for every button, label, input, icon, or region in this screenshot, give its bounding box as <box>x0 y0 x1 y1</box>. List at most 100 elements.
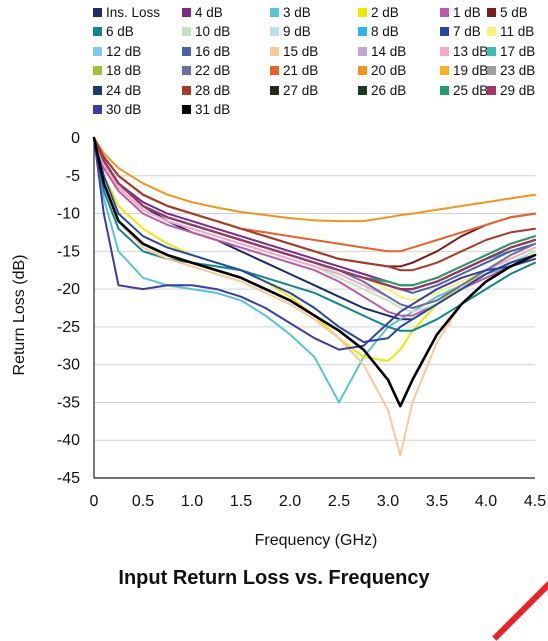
legend-label: 18 dB <box>106 63 142 78</box>
legend-item: 27 dB <box>270 82 318 98</box>
chart-plot: 0 -5 -10 -15 -20 -25 -30 -35 -40 -45 0 0.5 1.0 1.5 2.0… <box>57 130 546 510</box>
legend-item: 20 dB <box>358 63 406 79</box>
legend-swatch <box>440 27 449 36</box>
legend-label: 21 dB <box>283 63 319 78</box>
series-line-20-db <box>93 137 536 223</box>
legend-label: 16 dB <box>195 43 231 59</box>
legend-swatch <box>93 46 102 56</box>
legend-item: 9 dB <box>270 24 311 40</box>
legend-label: 23 dB <box>500 63 536 78</box>
legend-item: 6 dB <box>93 24 134 40</box>
x-tick-label-1: 0.5 <box>132 493 154 510</box>
legend-swatch <box>93 85 102 95</box>
legend-item: 21 dB <box>270 63 318 79</box>
y-tick-label-5: -25 <box>57 319 80 336</box>
legend-swatch <box>182 46 191 56</box>
legend-label: 3 dB <box>283 4 311 20</box>
x-tick-label-9: 4.5 <box>524 493 546 510</box>
legend-label: 27 dB <box>283 82 319 98</box>
x-tick-label-8: 4.0 <box>475 493 497 510</box>
legend-swatch <box>440 66 449 75</box>
legend-item: 16 dB <box>182 43 230 59</box>
legend-item: 22 dB <box>182 63 230 79</box>
legend-item: 24 dB <box>93 82 141 98</box>
legend-swatch <box>440 85 449 95</box>
legend-item: 13 dB <box>440 43 488 59</box>
legend-swatch <box>358 46 367 56</box>
legend-label: 26 dB <box>371 82 407 98</box>
legend-swatch <box>358 85 367 95</box>
legend-item: Ins. Loss <box>93 4 160 20</box>
x-tick-label-0: 0 <box>90 493 99 510</box>
x-tick-label-5: 2.5 <box>328 493 350 510</box>
legend-swatch <box>487 66 496 75</box>
series-line-6-db <box>93 137 536 332</box>
y-tick-label-2: -10 <box>57 206 80 223</box>
legend-label: 25 dB <box>453 82 489 98</box>
legend-item: 25 dB <box>440 82 488 98</box>
series-line-30-db <box>93 137 536 351</box>
legend-item: 12 dB <box>93 43 141 59</box>
legend-item: 11 dB <box>487 24 534 40</box>
legend-swatch <box>440 7 449 17</box>
legend-label: 13 dB <box>453 43 489 59</box>
legend-label: Ins. Loss <box>106 4 161 20</box>
legend-swatch <box>358 7 367 17</box>
legend-swatch <box>93 105 102 114</box>
x-tick-label-7: 3.5 <box>426 493 448 510</box>
x-axis-label: Frequency (GHz) <box>254 532 378 549</box>
series-line-28-db <box>93 137 536 272</box>
y-tick-label-9: -45 <box>57 470 80 487</box>
x-tick-label-2: 1.0 <box>181 493 203 510</box>
legend-label: 7 dB <box>453 24 481 39</box>
legend-swatch <box>270 85 279 95</box>
series-line-31-db <box>92 136 537 408</box>
legend-item: 28 dB <box>182 82 230 98</box>
series-line-7-db <box>93 137 536 343</box>
legend-item: 14 dB <box>358 43 406 59</box>
legend-label: 12 dB <box>106 43 142 59</box>
legend-label: 9 dB <box>283 24 311 39</box>
legend-item: 23 dB <box>487 63 535 79</box>
legend-swatch <box>358 27 367 36</box>
legend-label: 14 dB <box>371 43 407 59</box>
chart-title: Input Return Loss vs. Frequency <box>118 567 430 589</box>
y-tick-label-3: -15 <box>57 243 80 260</box>
legend-label: 30 dB <box>106 102 142 117</box>
legend-swatch <box>270 7 279 17</box>
legend-item: 30 dB <box>93 102 141 118</box>
legend-item: 10 dB <box>182 24 230 40</box>
legend-label: 10 dB <box>195 24 231 39</box>
y-axis-label: Return Loss (dB) <box>11 254 28 376</box>
x-tick-label-4: 2.0 <box>279 493 301 510</box>
legend-swatch <box>270 66 279 75</box>
legend-label: 5 dB <box>500 4 528 20</box>
y-tick-label-8: -40 <box>57 432 80 449</box>
legend-item: 15 dB <box>270 43 318 59</box>
y-tick-label-7: -35 <box>57 394 80 411</box>
legend-label: 15 dB <box>283 43 319 59</box>
legend-item: 29 dB <box>487 82 535 98</box>
legend-item: 8 dB <box>358 24 399 40</box>
legend-label: 22 dB <box>195 63 231 78</box>
legend-label: 17 dB <box>500 43 536 59</box>
legend-swatch <box>182 105 191 114</box>
legend-label: 28 dB <box>195 82 231 98</box>
legend-swatch <box>93 66 102 75</box>
y-tick-label-0: 0 <box>71 130 80 147</box>
legend-swatch <box>182 27 191 36</box>
legend-label: 2 dB <box>371 4 399 20</box>
legend-item: 2 dB <box>358 4 399 20</box>
legend-item: 4 dB <box>182 4 223 20</box>
legend-item: 17 dB <box>487 43 535 59</box>
legend-swatch <box>182 7 191 17</box>
legend-label: 8 dB <box>371 24 399 39</box>
legend-label: 24 dB <box>106 82 142 98</box>
series-line-15-db <box>93 137 536 457</box>
legend-swatch <box>487 27 496 36</box>
legend-label: 31 dB <box>195 102 231 117</box>
legend-item: 19 dB <box>440 63 488 79</box>
legend: Ins. Loss 4 dB 3 dB 2 dB 1 dB 5 dB 6 dB 10 dB 9 … <box>0 0 548 135</box>
legend-label: 6 dB <box>106 24 134 39</box>
legend-swatch <box>93 7 102 17</box>
